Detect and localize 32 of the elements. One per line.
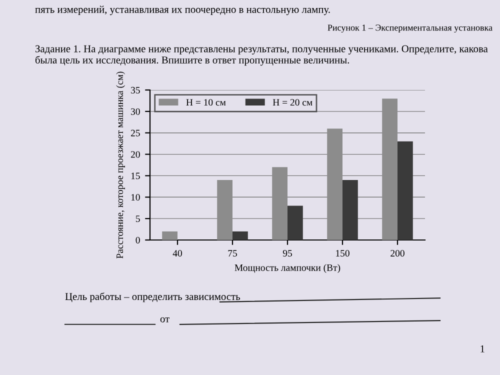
y-tick-label: 30 [131, 108, 140, 115]
text: пять измерений, устанавливая их поочередно в настольную лампу. [35, 6, 330, 16]
y-tick-label: 35 [131, 86, 140, 94]
bar [382, 98, 398, 240]
text: Рисунок 1 – Экспериментальная установка [328, 24, 492, 33]
x-tick-label: 40 [172, 250, 182, 257]
bar [327, 128, 342, 240]
bar [342, 180, 358, 240]
bar [288, 206, 303, 240]
bar [272, 167, 288, 240]
y-tick-label: 25 [130, 130, 140, 136]
x-axis-title: Мощность лампочки (Вт) [234, 264, 340, 273]
y-axis-title: Расстояние, которое проезжает машинка (см) [116, 72, 125, 258]
text: 1 [480, 345, 484, 352]
chart-title: Задание 1. На диаграмме ниже представлены результаты, полученные учениками. Определите, какова была цель их исследования. Впишите в ответ пропущенные величины. [35, 45, 488, 66]
x-tick-label: 150 [336, 250, 350, 257]
y-tick-label: 5 [136, 216, 140, 222]
legend-label: H = 20 см [272, 99, 312, 106]
bar [232, 231, 248, 240]
x-tick-label: 75 [228, 250, 237, 257]
y-tick-label: 10 [131, 194, 140, 201]
y-tick-label: 15 [131, 172, 140, 180]
y-tick-label: 0 [136, 236, 140, 244]
legend-label: H = 10 см [186, 99, 226, 106]
x-tick-label: 95 [282, 250, 292, 257]
x-tick-label: 200 [390, 250, 404, 257]
bar [398, 141, 413, 240]
text: от [160, 317, 170, 322]
y-tick-label: 20 [130, 151, 140, 158]
bar [217, 180, 232, 240]
bar [162, 231, 178, 240]
text: Цель работы – определить зависимость [65, 292, 240, 302]
